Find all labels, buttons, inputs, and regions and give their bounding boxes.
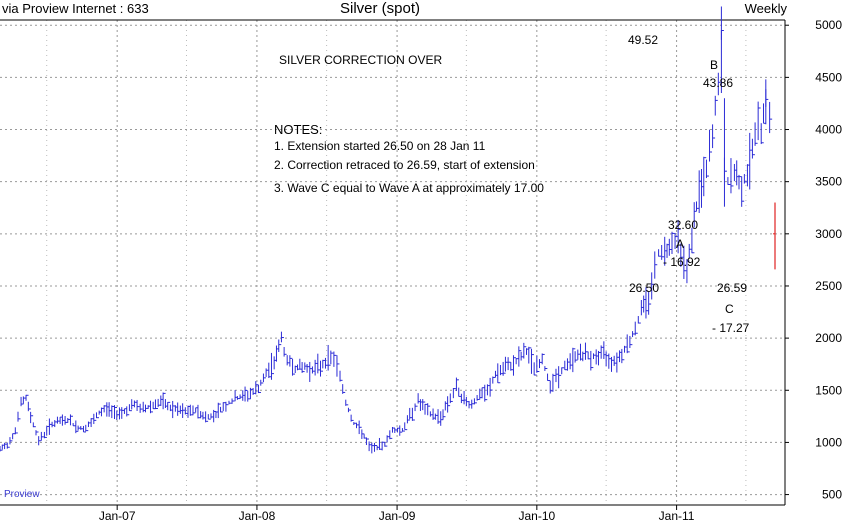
y-tick-label: 4500 xyxy=(815,70,842,84)
period-label: Weekly xyxy=(744,1,787,16)
wave-b-label: B xyxy=(710,58,719,72)
source-label: via Proview Internet : 633 xyxy=(2,1,149,16)
y-tick-label: 1500 xyxy=(815,383,842,397)
wave-c-change: - 17.27 xyxy=(712,321,750,335)
y-tick-labels: 500 1000 1500 2000 2500 3000 3500 4000 4500 5000 xyxy=(785,18,842,502)
x-tick-label: Jan-08 xyxy=(239,509,276,523)
wave-c-value: 26.59 xyxy=(717,281,748,295)
price-bars xyxy=(0,6,776,454)
grid-lines xyxy=(0,20,785,505)
x-tick-labels: Jan-07 Jan-08 Jan-09 Jan-10 Jan-11 xyxy=(99,505,695,523)
y-tick-label: 3000 xyxy=(815,227,842,241)
headline-note: SILVER CORRECTION OVER xyxy=(279,53,443,67)
y-tick-label: 500 xyxy=(822,488,842,502)
x-tick-label: Jan-10 xyxy=(518,509,555,523)
wave-c-label: C xyxy=(725,302,734,316)
x-tick-label: Jan-09 xyxy=(379,509,416,523)
wave-a-label: A xyxy=(676,237,685,251)
note-item-2: 2. Correction retraced to 26.59, start o… xyxy=(274,158,535,172)
x-tick-label: Jan-07 xyxy=(99,509,136,523)
extension-start-label: 26.50 xyxy=(629,281,660,295)
y-tick-label: 5000 xyxy=(815,18,842,32)
wave-b-value: 43.86 xyxy=(703,76,734,90)
watermark-label: Proview xyxy=(4,489,40,500)
y-tick-label: 3500 xyxy=(815,175,842,189)
y-tick-label: 2000 xyxy=(815,331,842,345)
note-item-3: 3. Wave C equal to Wave A at approximate… xyxy=(274,181,544,195)
chart-title: Silver (spot) xyxy=(339,0,421,17)
note-item-1: 1. Extension started 26.50 on 28 Jan 11 xyxy=(274,139,486,153)
wave-a-value: 32.60 xyxy=(668,218,699,232)
y-tick-label: 1000 xyxy=(815,435,842,449)
y-tick-label: 4000 xyxy=(815,123,842,137)
peak-label: 49.52 xyxy=(628,33,659,47)
y-tick-label: 2500 xyxy=(815,279,842,293)
wave-a-change: - 16.92 xyxy=(663,255,701,269)
notes-heading: NOTES: xyxy=(274,122,323,137)
x-tick-label: Jan-11 xyxy=(659,509,695,523)
